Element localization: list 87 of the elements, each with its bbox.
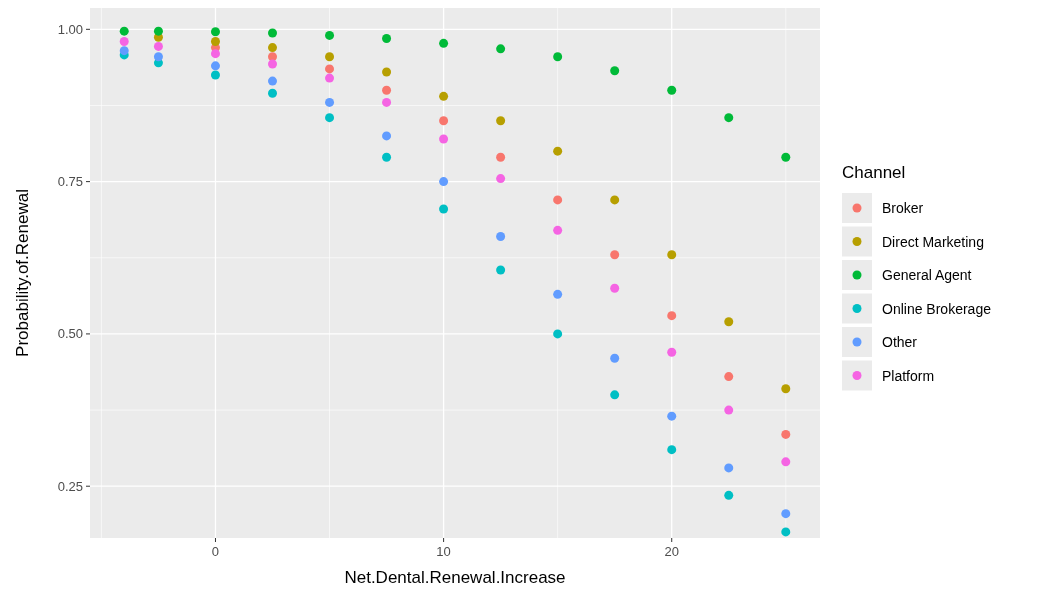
point [153, 52, 163, 62]
legend-label: Other [882, 334, 918, 350]
point [439, 204, 449, 214]
point [610, 195, 620, 205]
legend-label: Platform [882, 367, 935, 384]
point [724, 463, 734, 473]
point [382, 152, 392, 162]
point [553, 146, 563, 156]
point [610, 66, 620, 76]
point [268, 88, 277, 98]
x-tick-label: 10 [436, 544, 451, 559]
legend-title: Channel [842, 163, 906, 182]
point [382, 131, 392, 141]
point [667, 411, 677, 421]
point [667, 347, 677, 357]
point [268, 28, 277, 38]
point [553, 289, 563, 299]
point [781, 429, 791, 439]
y-axis-title: Probability.of.Renewal [13, 189, 32, 357]
point [210, 61, 220, 71]
point [496, 174, 506, 184]
point [210, 37, 220, 47]
legend-label: Online Brokerage [882, 300, 992, 317]
point [382, 33, 392, 43]
point [439, 38, 449, 48]
x-tick-label: 0 [211, 544, 220, 559]
point [667, 445, 677, 455]
point [268, 59, 277, 69]
point [210, 49, 220, 59]
point [325, 113, 335, 123]
point [724, 113, 734, 123]
legend-label: General Agent [882, 267, 972, 283]
point [439, 177, 449, 187]
point [553, 225, 563, 235]
point [119, 37, 129, 47]
point [210, 70, 220, 80]
point [496, 152, 506, 162]
point [667, 250, 677, 260]
point [496, 231, 506, 241]
point [268, 52, 277, 62]
point [119, 46, 129, 56]
point [553, 195, 563, 205]
x-axis-title: Net.Dental.Renewal.Increase [344, 568, 566, 587]
point [439, 134, 449, 144]
point [325, 73, 335, 83]
point [382, 67, 392, 77]
point [724, 317, 734, 327]
point [153, 41, 163, 51]
point [724, 372, 734, 382]
point [382, 85, 392, 95]
point [496, 265, 506, 275]
point [268, 43, 277, 53]
y-tick-label: 0.75 [57, 174, 83, 190]
point [439, 116, 449, 126]
point [325, 97, 335, 107]
point [667, 311, 677, 321]
point [553, 329, 563, 339]
y-tick-label: 0.25 [57, 478, 83, 494]
point [667, 85, 677, 95]
point [496, 44, 506, 54]
point [610, 390, 620, 400]
point [781, 509, 791, 519]
point [781, 384, 791, 394]
point [119, 26, 129, 36]
point [325, 52, 335, 62]
point [496, 116, 506, 126]
legend-label: Direct Marketing [882, 233, 984, 250]
point [325, 64, 335, 74]
y-tick-label: 1.00 [57, 21, 83, 37]
point [210, 27, 220, 37]
point [781, 527, 791, 537]
point [382, 97, 392, 107]
legend-label: Broker [882, 200, 924, 216]
point [610, 353, 620, 363]
point [724, 405, 734, 415]
point [610, 283, 620, 293]
point [781, 152, 791, 162]
point [781, 457, 791, 467]
point [325, 30, 335, 40]
point [553, 52, 563, 62]
y-tick-label: 0.50 [57, 326, 83, 342]
x-tick-label: 20 [664, 544, 679, 559]
point [724, 490, 734, 500]
point [268, 76, 277, 86]
point [153, 26, 163, 36]
point [439, 91, 449, 101]
point [610, 250, 620, 260]
